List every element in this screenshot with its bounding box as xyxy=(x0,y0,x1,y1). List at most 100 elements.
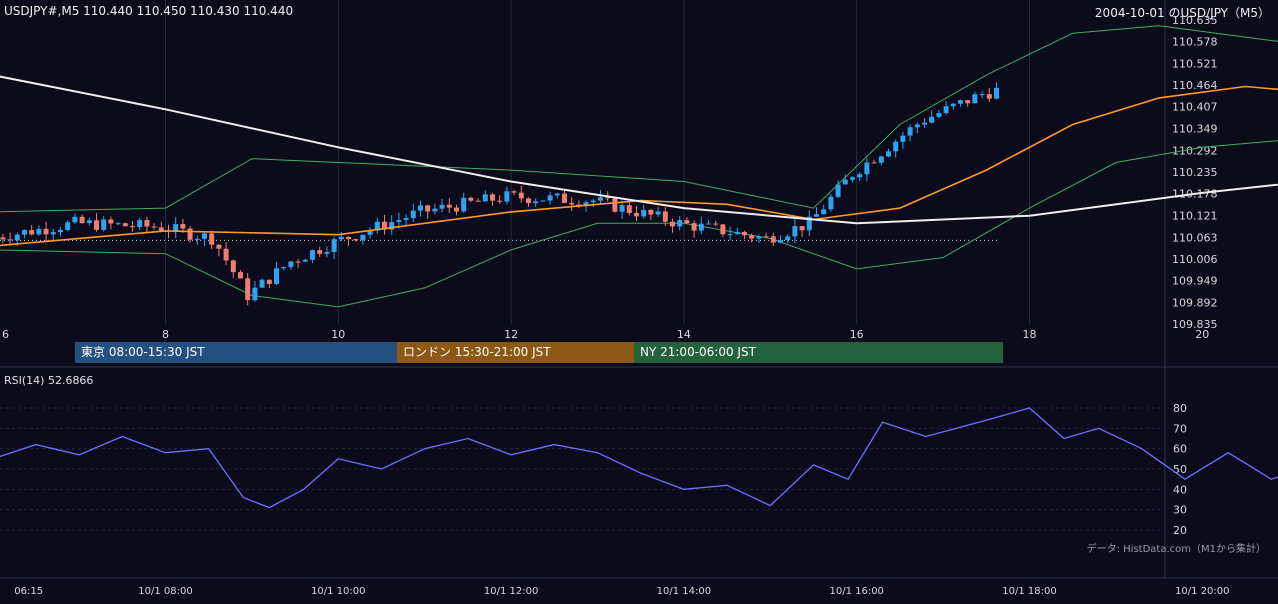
candle-up xyxy=(137,220,143,228)
candle-down xyxy=(749,235,755,239)
candle-down xyxy=(223,248,229,261)
time-axis-label: 10/1 16:00 xyxy=(829,586,883,597)
candle-down xyxy=(382,221,387,230)
candle-down xyxy=(144,220,150,227)
candle-up xyxy=(461,197,467,212)
candle-down xyxy=(7,239,13,241)
candle-up xyxy=(835,184,841,197)
candle-up xyxy=(886,151,891,157)
x-tick-label: 6 xyxy=(2,328,9,341)
time-axis-label: 10/1 08:00 xyxy=(138,586,192,597)
candle-up xyxy=(677,220,683,227)
candle-up xyxy=(324,252,330,254)
candle-down xyxy=(662,211,668,222)
candle-down xyxy=(475,200,481,202)
candle-up xyxy=(972,94,978,104)
candle-up xyxy=(706,223,711,225)
chart-title: 2004-10-01 のUSD/JPY（M5） xyxy=(1094,6,1270,20)
candle-up xyxy=(389,222,395,230)
candle-down xyxy=(713,223,719,225)
candle-up xyxy=(281,267,287,269)
candle-down xyxy=(245,278,251,301)
candle-up xyxy=(396,220,402,223)
candle-down xyxy=(425,205,431,212)
candle-down xyxy=(108,219,114,224)
candle-down xyxy=(670,221,675,227)
candle-up xyxy=(842,179,848,185)
y-tick-label: 110.235 xyxy=(1172,166,1218,179)
y-tick-label: 109.892 xyxy=(1172,296,1218,309)
candle-up xyxy=(734,231,740,235)
candle-up xyxy=(439,204,445,209)
candle-down xyxy=(346,236,351,240)
candle-down xyxy=(446,204,452,208)
candle-up xyxy=(893,141,899,152)
candle-up xyxy=(86,220,92,223)
candle-up xyxy=(274,268,279,284)
rsi-y-tick-label: 50 xyxy=(1173,463,1187,476)
candle-up xyxy=(619,205,625,212)
candle-up xyxy=(900,135,906,142)
bollinger-band-upper xyxy=(0,25,1278,213)
candle-up xyxy=(641,209,647,217)
candle-up xyxy=(194,238,200,240)
candle-down xyxy=(626,205,632,213)
rsi-y-tick-label: 40 xyxy=(1173,483,1187,496)
candle-up xyxy=(288,261,294,268)
candle-down xyxy=(490,194,495,201)
bollinger-band-lower xyxy=(0,140,1278,308)
candle-down xyxy=(158,227,164,231)
candle-down xyxy=(180,224,186,229)
candle-up xyxy=(338,236,344,240)
x-tick-label: 18 xyxy=(1023,328,1037,341)
candle-up xyxy=(65,222,71,230)
y-tick-label: 109.949 xyxy=(1172,275,1218,288)
candle-down xyxy=(562,193,567,203)
candle-up xyxy=(698,223,704,231)
rsi-y-tick-label: 70 xyxy=(1173,422,1187,435)
candle-down xyxy=(209,233,215,245)
y-tick-label: 110.006 xyxy=(1172,253,1218,266)
candle-up xyxy=(979,94,985,96)
x-tick-label: 10 xyxy=(331,328,345,341)
candle-up xyxy=(115,223,121,225)
candle-up xyxy=(418,205,423,211)
candle-up xyxy=(36,228,42,235)
candle-up xyxy=(259,279,265,288)
candle-up xyxy=(958,100,963,104)
symbol-header: USDJPY#,M5 110.440 110.450 110.430 110.4… xyxy=(4,4,294,18)
rsi-label: RSI(14) 52.6866 xyxy=(4,374,94,387)
candle-up xyxy=(540,200,546,202)
time-axis-label: 10/1 10:00 xyxy=(311,586,365,597)
candle-down xyxy=(569,202,575,205)
candle-up xyxy=(50,232,56,235)
candle-up xyxy=(655,211,661,215)
y-tick-label: 110.464 xyxy=(1172,79,1218,92)
candle-up xyxy=(410,210,416,219)
y-tick-label: 110.407 xyxy=(1172,101,1218,114)
candle-down xyxy=(79,216,85,223)
candle-up xyxy=(598,197,603,201)
sma-line xyxy=(0,75,1278,225)
candle-down xyxy=(511,191,517,193)
y-tick-label: 110.063 xyxy=(1172,231,1218,244)
candle-up xyxy=(22,230,27,235)
x-tick-label: 12 xyxy=(504,328,518,341)
rsi-line xyxy=(0,407,1278,509)
candle-up xyxy=(907,127,913,136)
candle-up xyxy=(943,106,949,114)
candle-up xyxy=(850,177,855,180)
candle-down xyxy=(648,209,654,215)
candle-up xyxy=(806,216,812,231)
candle-up xyxy=(914,124,920,128)
candle-up xyxy=(72,216,78,223)
candle-up xyxy=(432,208,438,212)
candle-down xyxy=(763,236,769,238)
candle-up xyxy=(857,174,863,178)
session-london: ロンドン 15:30-21:00 JST xyxy=(397,342,634,363)
candle-up xyxy=(756,236,762,239)
candle-up xyxy=(994,87,999,99)
candle-up xyxy=(367,230,373,235)
candle-up xyxy=(202,233,207,239)
